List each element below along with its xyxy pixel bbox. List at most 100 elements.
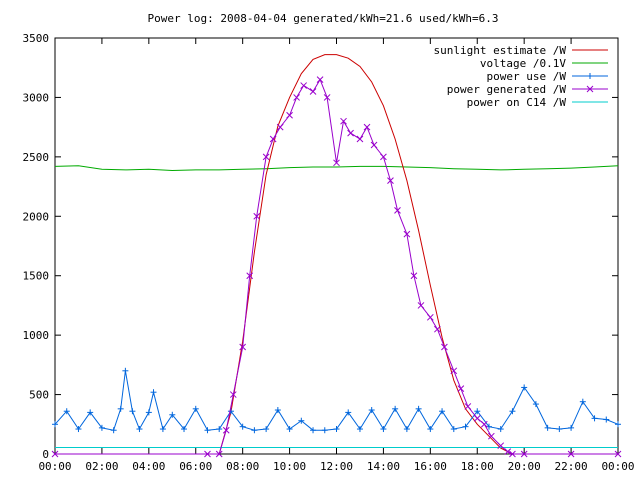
y-tick-label: 3000: [23, 91, 50, 104]
data-point: [403, 230, 411, 238]
data-point: [347, 129, 354, 137]
data-point: [509, 450, 516, 458]
data-point: [204, 450, 211, 458]
data-point: [229, 391, 237, 398]
data-point: [63, 408, 70, 415]
data-point: [504, 448, 512, 455]
data-point: [579, 398, 586, 405]
data-point: [298, 417, 305, 424]
data-point: [464, 403, 472, 410]
data-point: [434, 325, 441, 333]
data-point: [274, 407, 281, 414]
series-layer: [51, 54, 622, 458]
y-tick-label: 0: [42, 448, 49, 461]
data-point: [497, 426, 504, 433]
data-point: [615, 421, 621, 428]
data-point: [591, 415, 598, 422]
data-point: [51, 450, 59, 458]
data-point: [316, 76, 324, 83]
data-point: [192, 405, 199, 412]
data-point: [222, 426, 230, 434]
data-point: [117, 405, 124, 412]
x-tick-label: 10:00: [273, 460, 306, 473]
data-point: [345, 409, 352, 416]
data-point: [450, 367, 458, 375]
legend-label: power on C14 /W: [467, 96, 567, 109]
x-tick-label: 18:00: [461, 460, 494, 473]
data-point: [309, 88, 317, 95]
data-point: [403, 426, 410, 433]
series-0: [218, 54, 513, 455]
x-tick-label: 20:00: [508, 460, 541, 473]
data-point: [246, 272, 254, 280]
legend-label: power generated /W: [447, 83, 567, 96]
data-point: [394, 206, 401, 214]
x-tick-label: 00:00: [601, 460, 634, 473]
data-point: [227, 408, 234, 415]
data-point: [169, 411, 176, 418]
y-tick-label: 500: [29, 389, 49, 402]
data-point: [269, 135, 277, 143]
data-point: [181, 426, 188, 433]
data-point: [75, 426, 82, 433]
x-tick-label: 06:00: [179, 460, 212, 473]
data-point: [150, 389, 157, 396]
y-tick-label: 2000: [23, 210, 50, 223]
x-tick-label: 08:00: [226, 460, 259, 473]
legend-entry: power on C14 /W: [467, 96, 608, 109]
data-point: [520, 450, 528, 458]
data-point: [368, 407, 375, 414]
legend-label: power use /W: [487, 70, 567, 83]
legend-entry: sunlight estimate /W: [434, 44, 608, 57]
data-point: [129, 408, 136, 415]
data-point: [480, 420, 488, 428]
data-point: [487, 432, 495, 440]
data-point: [568, 424, 575, 431]
data-point: [110, 427, 117, 434]
data-point: [300, 82, 308, 89]
data-point: [387, 177, 394, 184]
data-point: [159, 426, 166, 433]
data-point: [380, 426, 387, 433]
data-point: [427, 426, 434, 433]
data-point: [286, 426, 293, 433]
data-point: [323, 94, 331, 101]
data-point: [457, 385, 465, 392]
legend-label: voltage /0.1V: [480, 57, 566, 70]
y-axis: 0 500 1000 1500 2000 2500 3000 3500: [23, 32, 618, 461]
data-point: [556, 426, 563, 433]
data-point: [521, 384, 528, 391]
data-point: [204, 427, 211, 434]
chart-title: Power log: 2008-04-04 generated/kWh=21.6…: [148, 12, 499, 25]
legend-label: sunlight estimate /W: [434, 44, 567, 57]
series-3: [51, 76, 622, 458]
series-line: [54, 165, 619, 172]
series-line: [218, 54, 513, 455]
legend-entry: power generated /W: [447, 83, 608, 96]
data-point: [216, 426, 223, 433]
data-point: [310, 427, 317, 434]
legend-entry: power use /W: [487, 70, 608, 83]
data-point: [263, 426, 270, 433]
data-point: [87, 409, 94, 416]
data-point: [614, 450, 622, 458]
series-1: [54, 165, 619, 172]
data-point: [286, 111, 293, 119]
x-tick-label: 02:00: [85, 460, 118, 473]
x-axis: 00:00 02:00 04:00 06:00 08:00 10:00 12:00 14:00…: [38, 38, 635, 473]
data-point: [474, 408, 481, 415]
data-point: [293, 94, 300, 101]
data-point: [363, 123, 371, 131]
data-point: [450, 426, 457, 433]
data-point: [410, 272, 418, 280]
y-tick-label: 3500: [23, 32, 50, 45]
data-point: [333, 159, 340, 167]
data-point: [215, 450, 223, 458]
x-tick-label: 04:00: [132, 460, 165, 473]
data-point: [136, 426, 143, 433]
data-point: [251, 427, 258, 434]
data-point: [340, 117, 347, 125]
data-point: [441, 343, 448, 351]
